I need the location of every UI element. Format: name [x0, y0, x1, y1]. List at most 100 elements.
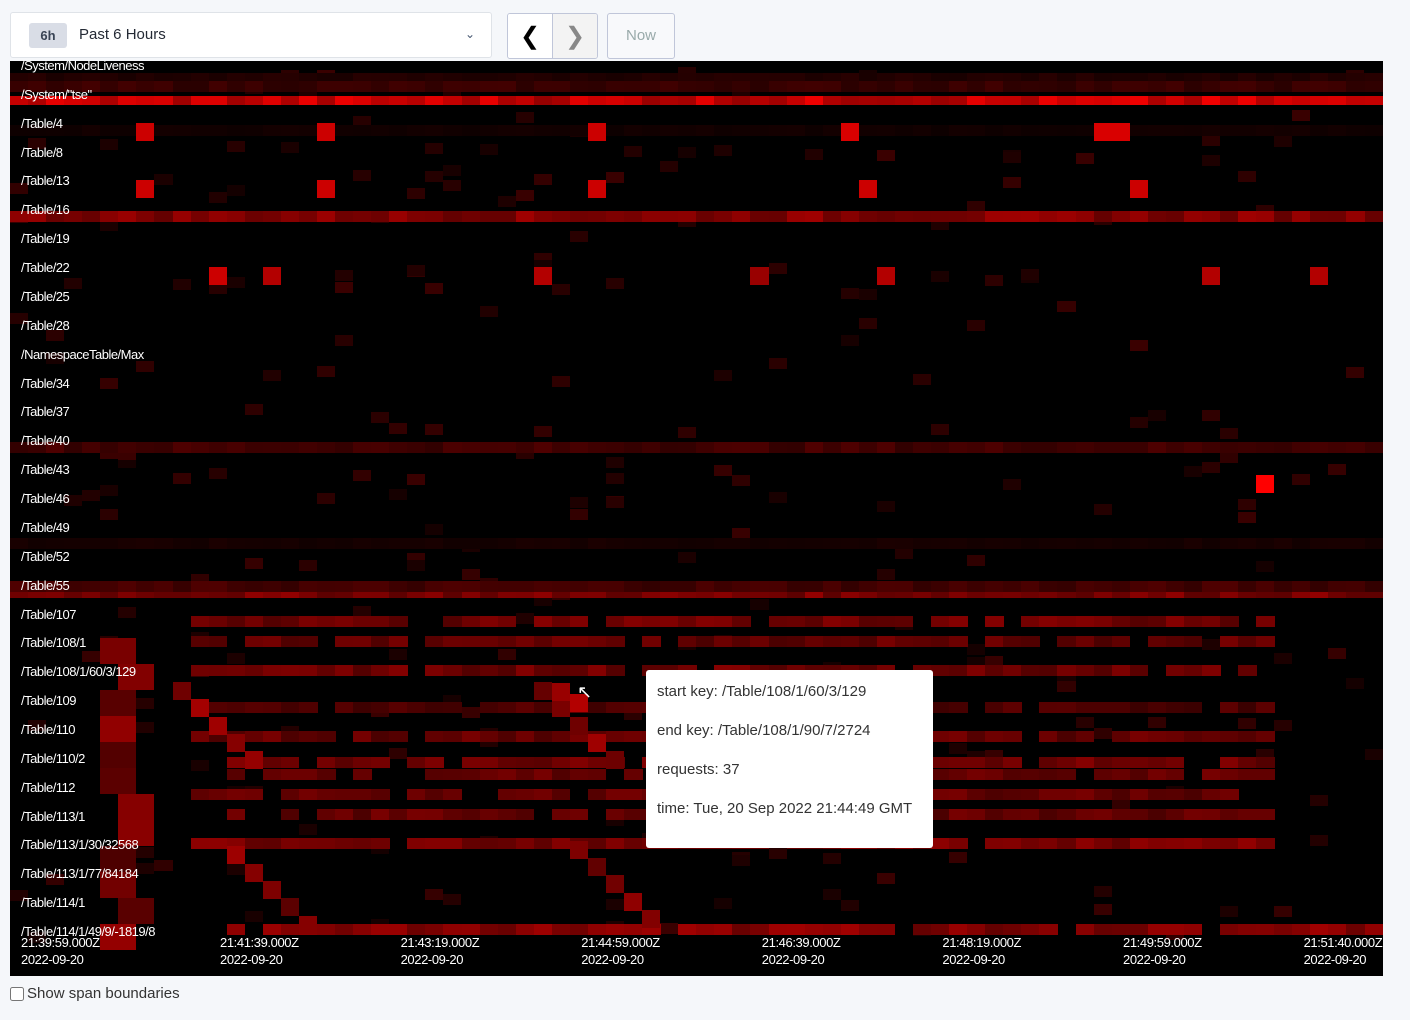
show-span-boundaries-checkbox[interactable]: Show span boundaries: [10, 985, 180, 1002]
heatmap-band-cell: [1292, 580, 1311, 592]
heatmap-band-cell: [1111, 442, 1131, 454]
heatmap-band-cell: [298, 731, 318, 742]
heatmap-cell: [1274, 653, 1293, 665]
heatmap-band-cell: [1039, 537, 1058, 549]
tick-date: 2022-09-20: [761, 952, 825, 967]
heatmap-cell: [605, 751, 625, 770]
heatmap-band-cell: [172, 580, 192, 592]
heatmap-cell: [10, 182, 29, 194]
heatmap-band-cell: [443, 702, 462, 714]
heatmap-band-cell: [425, 95, 444, 105]
next-button[interactable]: ❯: [553, 14, 597, 58]
heatmap-band-cell: [551, 768, 571, 780]
heatmap-band-cell: [804, 72, 824, 84]
key-visualizer-heatmap[interactable]: /System/NodeLiveness/System/"tse" /Table/…: [10, 61, 1383, 976]
heatmap-band-cell: [624, 124, 643, 136]
heatmap-band-cell: [931, 615, 950, 627]
heatmap-cell: [605, 278, 625, 290]
tick-time: 21:43:19.000Z: [400, 935, 480, 950]
heatmap-band-cell: [280, 788, 300, 800]
heatmap-band-cell: [533, 211, 553, 223]
heatmap-cell: [353, 170, 372, 182]
heatmap-band-cell: [1129, 580, 1149, 592]
heatmap-band-cell: [949, 635, 968, 647]
heatmap-band-cell: [1183, 788, 1203, 800]
heatmap-band-cell: [371, 95, 390, 105]
heatmap-band-cell: [317, 664, 336, 676]
heatmap-cell: [858, 289, 877, 301]
now-button[interactable]: Now: [607, 13, 675, 59]
heatmap-band-cell: [1256, 442, 1275, 454]
heatmap-band-cell: [840, 95, 860, 105]
heatmap-band-cell: [1310, 124, 1329, 136]
heatmap-band-cell: [497, 537, 517, 549]
heatmap-cell: [1147, 410, 1166, 422]
heatmap-cell: [569, 508, 588, 520]
heatmap-band-cell: [587, 211, 607, 223]
heatmap-band-cell: [967, 72, 986, 84]
heatmap-band-cell: [714, 537, 733, 549]
heatmap-cell: [208, 467, 227, 479]
heatmap-band-cell: [353, 95, 372, 105]
heatmap-band-cell: [768, 615, 788, 627]
time-range-badge: 6h: [29, 23, 67, 48]
heatmap-band-cell: [569, 808, 589, 820]
heatmap-band-cell: [190, 586, 210, 598]
heatmap-cell: [1238, 171, 1257, 183]
heatmap-band-cell: [569, 768, 589, 780]
heatmap-band-cell: [551, 72, 571, 84]
heatmap-band-cell: [1057, 756, 1077, 768]
heatmap-band-cell: [1111, 808, 1131, 820]
heatmap-band-cell: [1364, 124, 1383, 136]
heatmap-band-cell: [425, 756, 444, 768]
heatmap-band-cell: [1129, 788, 1149, 800]
heatmap-band-cell: [605, 81, 625, 93]
time-range-selector[interactable]: 6h Past 6 Hours ⌄: [10, 12, 492, 58]
heatmap-cell: [244, 911, 263, 923]
heatmap-band-cell: [226, 211, 246, 223]
heatmap-band-cell: [1021, 72, 1040, 84]
heatmap-cell: [461, 706, 480, 718]
heatmap-band-cell: [1201, 615, 1221, 627]
heatmap-band-cell: [949, 537, 968, 549]
heatmap-band-cell: [949, 580, 968, 592]
heatmap-band-cell: [118, 124, 137, 136]
heatmap-band-cell: [353, 615, 372, 627]
heatmap-band-cell: [371, 537, 390, 549]
heatmap-band-cell: [100, 95, 119, 105]
heatmap-cell: [298, 560, 317, 572]
heatmap-band-cell: [443, 95, 462, 105]
heatmap-cell: [678, 67, 697, 79]
heatmap-band-cell: [894, 124, 914, 136]
heatmap-band-cell: [858, 615, 878, 627]
heatmap-band-cell: [407, 124, 426, 136]
heatmap-band-cell: [1147, 837, 1167, 849]
heatmap-cell: [605, 497, 625, 509]
heatmap-band-cell: [876, 586, 896, 598]
heatmap-band-cell: [1147, 788, 1167, 800]
heatmap-band-cell: [624, 72, 643, 84]
heatmap-band-cell: [371, 788, 390, 800]
heatmap-band-cell: [822, 635, 842, 647]
heatmap-cell: [497, 649, 516, 660]
heatmap-cell: [985, 274, 1004, 286]
heatmap-band-cell: [1165, 702, 1185, 714]
heatmap-band-cell: [1364, 586, 1383, 598]
heatmap-cell: [569, 716, 588, 735]
tick-date: 2022-09-20: [1123, 952, 1186, 967]
heatmap-band-cell: [262, 442, 282, 454]
heatmap-band-cell: [1256, 635, 1275, 647]
previous-button[interactable]: ❮: [508, 14, 553, 58]
heatmap-band-cell: [461, 95, 481, 105]
heatmap-band-cell: [28, 580, 47, 592]
heatmap-band-cell: [118, 442, 137, 454]
heatmap-band-cell: [985, 924, 1004, 936]
span-boundaries-checkbox-input[interactable]: [10, 986, 24, 1001]
heatmap-band-cell: [1003, 635, 1022, 647]
heatmap-band-cell: [317, 768, 336, 780]
heatmap-band-cell: [335, 72, 354, 84]
heatmap-band-cell: [479, 95, 499, 105]
heatmap-band-cell: [1220, 788, 1239, 800]
heatmap-band-cell: [208, 81, 228, 93]
heatmap-band-cell: [587, 635, 607, 647]
